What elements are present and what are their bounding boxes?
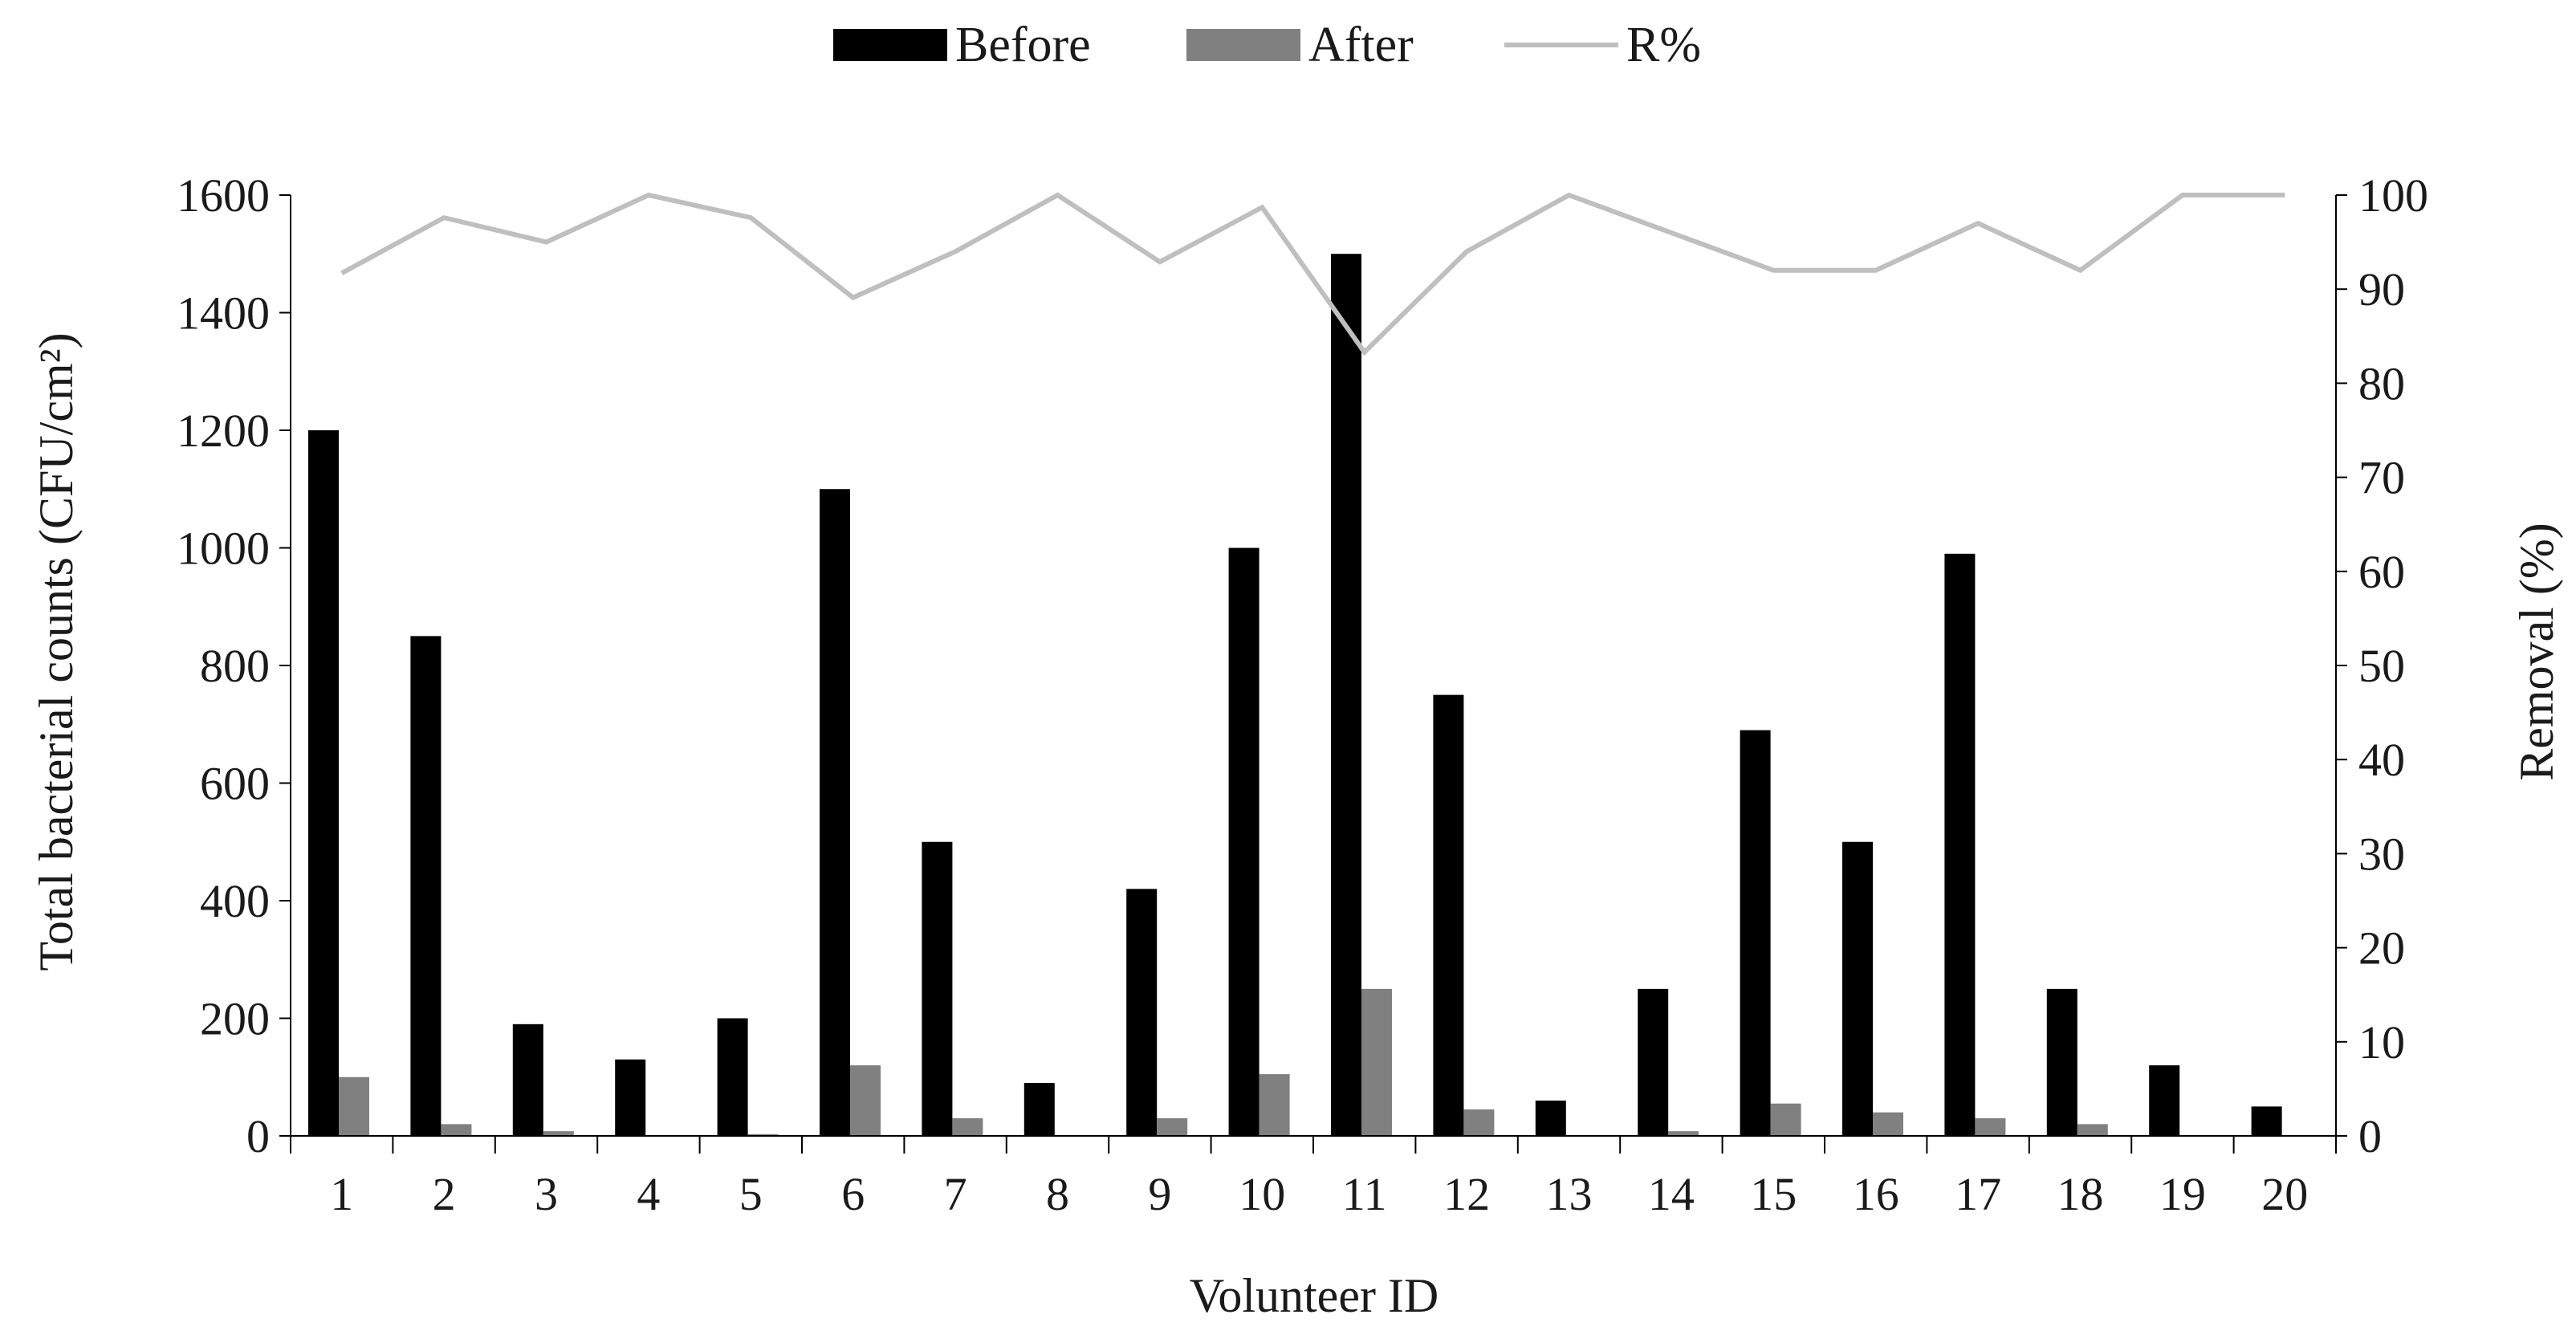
legend-swatch-after — [1186, 29, 1300, 61]
bar-before — [1331, 254, 1361, 1136]
bar-before — [922, 841, 953, 1136]
legend-label-rpct: R% — [1626, 18, 1701, 72]
y-tick-label: 600 — [200, 758, 270, 810]
y2-tick-label: 60 — [2358, 546, 2405, 598]
bar-before — [1535, 1101, 1566, 1136]
legend: Before After R% — [833, 18, 1701, 72]
x-tick-label: 17 — [1955, 1168, 2001, 1220]
labels-layer: Volunteer ID Total bacterial counts (CFU… — [30, 332, 2563, 1322]
bar-before — [1228, 547, 1260, 1136]
bars-layer — [308, 254, 2282, 1136]
y-tick-label: 400 — [200, 875, 270, 927]
x-tick-label: 2 — [433, 1168, 456, 1220]
bar-before — [512, 1024, 543, 1136]
legend-label-before: Before — [955, 18, 1091, 72]
bar-before — [2149, 1065, 2180, 1136]
bar-after — [1463, 1109, 1495, 1136]
bar-after — [441, 1124, 472, 1136]
y-tick-label: 0 — [246, 1110, 270, 1162]
x-tick-label: 7 — [944, 1168, 967, 1220]
y2-tick-label: 20 — [2358, 922, 2405, 975]
y2-tick-label: 50 — [2358, 640, 2405, 692]
y-tick-label: 1000 — [177, 523, 270, 575]
y-tick-label: 1200 — [177, 405, 270, 457]
bar-after — [850, 1065, 881, 1136]
bar-after — [1975, 1118, 2006, 1136]
y-tick-label: 1400 — [177, 287, 270, 340]
y2-tick-label: 40 — [2358, 734, 2405, 786]
y-tick-label: 200 — [200, 993, 270, 1045]
bar-before — [308, 430, 339, 1136]
x-tick-label: 20 — [2261, 1168, 2308, 1220]
bar-before — [1638, 988, 1669, 1136]
x-tick-label: 6 — [841, 1168, 865, 1220]
bar-after — [1361, 988, 1392, 1136]
bar-after — [1873, 1112, 1903, 1136]
x-tick-label: 4 — [637, 1168, 660, 1220]
x-tick-label: 9 — [1148, 1168, 1171, 1220]
bar-after — [1770, 1103, 1801, 1136]
bar-before — [1944, 553, 1976, 1136]
bar-before — [1842, 841, 1873, 1136]
legend-label-after: After — [1308, 18, 1414, 72]
y-axis-label: Total bacterial counts (CFU/cm²) — [30, 332, 83, 971]
x-tick-label: 3 — [535, 1168, 558, 1220]
bar-before — [2046, 988, 2077, 1136]
bar-before — [820, 489, 850, 1136]
x-tick-label: 8 — [1046, 1168, 1069, 1220]
y2-tick-label: 80 — [2358, 357, 2405, 409]
y-tick-label: 1600 — [177, 169, 270, 222]
bar-after — [1259, 1074, 1290, 1136]
bar-after — [543, 1131, 574, 1136]
x-tick-label: 18 — [2057, 1168, 2104, 1220]
y2-axis-label: Removal (%) — [2510, 523, 2563, 781]
x-tick-label: 11 — [1342, 1168, 1387, 1220]
x-axis-label: Volunteer ID — [1190, 1269, 1439, 1322]
x-tick-label: 1 — [330, 1168, 353, 1220]
bar-after — [1157, 1118, 1188, 1136]
x-tick-label: 5 — [739, 1168, 763, 1220]
bar-after — [1668, 1131, 1699, 1136]
bar-after — [339, 1076, 369, 1136]
x-tick-label: 12 — [1443, 1168, 1490, 1220]
axes-layer: 0 200 400 600 800 1000 1200 1400 1600 0 10 20 30 40 50… — [177, 169, 2428, 1220]
y2-tick-label: 90 — [2358, 263, 2405, 315]
x-tick-label: 16 — [1853, 1168, 1899, 1220]
x-tick-label: 10 — [1239, 1168, 1285, 1220]
line-layer — [340, 192, 2285, 356]
x-tick-label: 19 — [2159, 1168, 2206, 1220]
bar-after — [952, 1118, 983, 1136]
y2-tick-label: 70 — [2358, 452, 2405, 504]
bar-before — [1023, 1083, 1055, 1136]
bar-after — [2077, 1124, 2108, 1136]
x-tick-label: 13 — [1546, 1168, 1593, 1220]
y-tick-label: 800 — [200, 640, 270, 692]
y2-tick-label: 30 — [2358, 828, 2405, 880]
bar-before — [1740, 730, 1771, 1136]
legend-swatch-before — [833, 29, 947, 61]
y2-tick-label: 0 — [2358, 1110, 2382, 1162]
bar-before — [615, 1059, 646, 1136]
bar-after — [747, 1133, 779, 1136]
y2-tick-label: 10 — [2358, 1016, 2405, 1068]
bar-before — [410, 636, 442, 1136]
x-tick-label: 14 — [1648, 1168, 1695, 1220]
bar-before — [1433, 694, 1464, 1136]
bar-before — [2251, 1106, 2282, 1136]
y2-tick-label: 100 — [2358, 169, 2428, 222]
series-line-removal — [340, 192, 2285, 356]
bar-before — [717, 1018, 748, 1136]
x-tick-label: 15 — [1750, 1168, 1797, 1220]
bar-before — [1126, 889, 1158, 1136]
